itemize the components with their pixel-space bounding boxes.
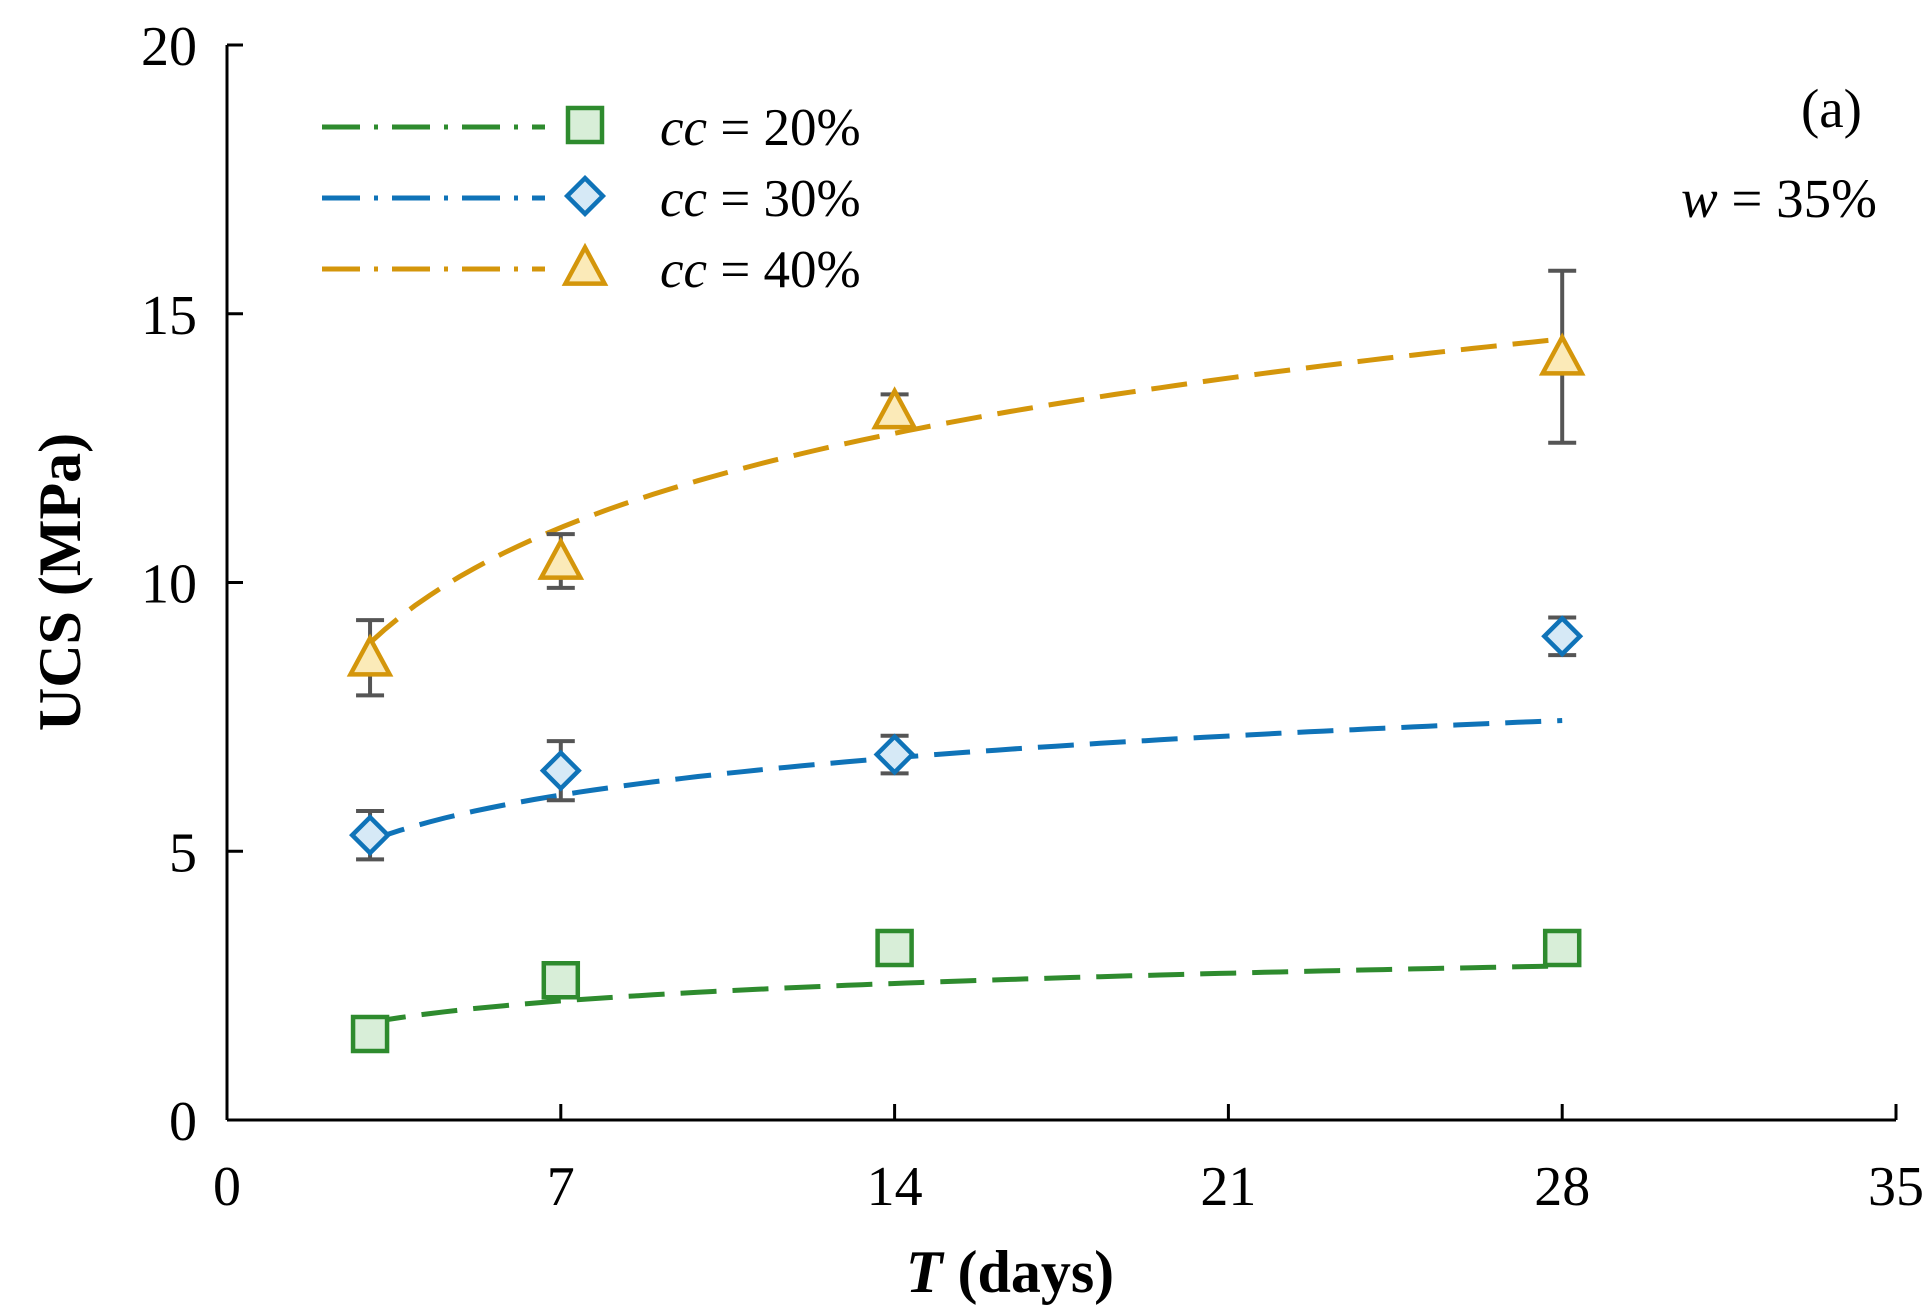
data-point-triangle <box>871 386 918 430</box>
legend-marker-diamond <box>563 174 607 218</box>
y-axis-title: UCS (MPa) <box>27 433 93 731</box>
data-point-square <box>1542 928 1582 968</box>
y-tick-label: 5 <box>169 822 197 884</box>
x-tick-label: 14 <box>867 1156 923 1218</box>
panel-label: (a) <box>1801 78 1862 139</box>
data-points <box>346 332 1586 1054</box>
legend-marker-square <box>565 105 605 145</box>
x-tick-label: 28 <box>1534 1156 1590 1218</box>
data-point-triangle <box>1538 332 1586 376</box>
data-point-triangle <box>537 536 585 580</box>
y-tick-label: 15 <box>141 285 197 347</box>
fit-curve-square <box>369 963 1563 1025</box>
fit-curves <box>368 336 1563 1025</box>
legend-marker-triangle <box>561 242 609 286</box>
legend: cc = 20% cc = 30% cc = 40% <box>322 99 861 299</box>
x-tick-label: 21 <box>1200 1156 1256 1218</box>
data-point-square <box>541 961 581 1000</box>
x-tick-label: 35 <box>1868 1156 1924 1218</box>
legend-label-square: cc = 20% <box>660 99 861 157</box>
data-point-diamond <box>873 733 916 776</box>
x-tick-label: 0 <box>213 1156 241 1218</box>
data-point-diamond <box>349 814 392 857</box>
data-point-triangle <box>346 633 394 677</box>
axes <box>225 45 1896 1122</box>
fit-curve-triangle <box>368 336 1563 645</box>
condition-label: w = 35% <box>1681 168 1877 229</box>
x-tick-label: 7 <box>547 1156 575 1218</box>
axis-ticks: 0 5 10 15 20 0 7 14 21 28 35 <box>141 16 1924 1218</box>
data-point-square <box>875 928 914 968</box>
fit-curve-diamond <box>369 718 1563 843</box>
data-point-diamond <box>539 749 582 792</box>
y-tick-label: 20 <box>141 16 197 78</box>
legend-label-triangle: cc = 40% <box>660 241 861 299</box>
data-point-diamond <box>1541 615 1584 658</box>
data-point-square <box>350 1014 390 1054</box>
y-tick-label: 10 <box>141 554 197 616</box>
legend-label-diamond: cc = 30% <box>660 170 861 228</box>
y-tick-label: 0 <box>169 1091 197 1153</box>
x-axis-title: T (days) <box>906 1239 1114 1305</box>
